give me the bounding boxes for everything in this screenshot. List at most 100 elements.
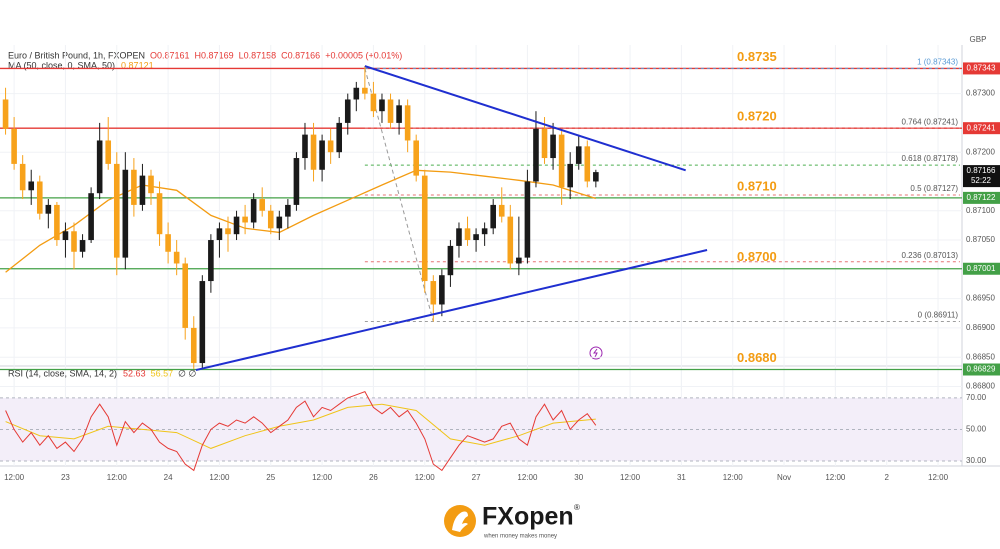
rsi-legend: RSI (14, close, SMA, 14, 2) bbox=[8, 368, 117, 378]
x-tick-label: 12:00 bbox=[4, 473, 25, 482]
last-price-label: 0.87166 bbox=[967, 166, 996, 175]
price-box-label: 0.86829 bbox=[967, 365, 996, 374]
x-tick-label: 30 bbox=[574, 473, 583, 482]
level-label: 0.8720 bbox=[737, 109, 777, 124]
candle-body bbox=[507, 216, 514, 264]
fib-label: 1 (0.87343) bbox=[917, 58, 958, 67]
fib-label: 0 (0.86911) bbox=[918, 311, 959, 320]
trendline bbox=[195, 249, 708, 372]
event-icon bbox=[589, 346, 603, 360]
candle-body bbox=[404, 105, 411, 141]
candle-body bbox=[447, 245, 454, 276]
ohlc-value: H0.87169 bbox=[195, 50, 234, 60]
candle-body bbox=[19, 163, 26, 191]
x-tick-label: 31 bbox=[677, 473, 686, 482]
candle-body bbox=[225, 228, 231, 235]
candle-body bbox=[105, 140, 112, 164]
candle-body bbox=[575, 146, 582, 164]
candle-body bbox=[156, 193, 163, 235]
price-box-label: 0.87122 bbox=[967, 193, 996, 202]
fib-trend bbox=[364, 68, 434, 322]
price-box-label: 0.87241 bbox=[967, 123, 996, 132]
ohlc-value: O0.87161 bbox=[150, 50, 190, 60]
candle-body bbox=[250, 199, 257, 223]
candle-body bbox=[54, 204, 60, 241]
candle-body bbox=[45, 204, 52, 214]
trendline bbox=[364, 65, 686, 172]
fib-label: 0.618 (0.87178) bbox=[902, 154, 959, 163]
candle-body bbox=[541, 128, 548, 159]
x-tick-label: 12:00 bbox=[517, 473, 538, 482]
candle-body bbox=[165, 234, 171, 252]
level-label: 0.8680 bbox=[737, 350, 777, 365]
x-tick-label: Nov bbox=[777, 473, 791, 482]
price-box-label: 0.87001 bbox=[967, 264, 996, 273]
price-box bbox=[963, 191, 1000, 204]
x-tick-label: 12:00 bbox=[312, 473, 333, 482]
y-tick-label: 0.87100 bbox=[966, 206, 995, 215]
price-box bbox=[963, 62, 1000, 75]
fib-label: 0.764 (0.87241) bbox=[902, 117, 959, 126]
candle-body bbox=[139, 175, 146, 205]
rsi-legend-extra: ∅ ∅ bbox=[178, 368, 196, 378]
candle-body bbox=[413, 140, 419, 176]
candle-body bbox=[242, 216, 248, 223]
candle-body bbox=[558, 134, 565, 188]
x-tick-label: 2 bbox=[884, 473, 889, 482]
rsi-tick-label: 70.00 bbox=[966, 393, 987, 402]
ma-line bbox=[5, 169, 596, 273]
candle-body bbox=[379, 99, 385, 112]
candle-body bbox=[79, 240, 86, 252]
candle-body bbox=[310, 134, 317, 170]
y-tick-label: 0.86950 bbox=[966, 294, 995, 303]
rsi-tick-label: 30.00 bbox=[966, 456, 987, 465]
level-label: 0.8700 bbox=[737, 249, 777, 264]
candle-body bbox=[148, 175, 154, 194]
candle-body bbox=[71, 231, 77, 252]
ma-legend-value: 0.87121 bbox=[121, 60, 154, 70]
candle-body bbox=[96, 140, 103, 194]
candle-body bbox=[62, 231, 69, 241]
y-tick-label: 0.87050 bbox=[966, 235, 995, 244]
logo-glyph bbox=[452, 511, 468, 532]
x-tick-label: 27 bbox=[472, 473, 481, 482]
candle-body bbox=[473, 234, 479, 241]
candle-body bbox=[302, 134, 308, 159]
price-box bbox=[963, 122, 1000, 135]
candle-body bbox=[550, 134, 556, 159]
x-tick-label: 26 bbox=[369, 473, 378, 482]
x-tick-label: 12:00 bbox=[928, 473, 949, 482]
y-tick-label: 0.86900 bbox=[966, 323, 995, 332]
ohlc-value: +0.00005 (+0.01%) bbox=[325, 50, 402, 60]
candle-body bbox=[421, 175, 428, 282]
candle-body bbox=[182, 263, 189, 328]
candle-body bbox=[396, 105, 402, 123]
candle-body bbox=[456, 228, 462, 246]
last-price-box bbox=[963, 165, 1000, 188]
candle-body bbox=[464, 228, 471, 241]
chart-title: Euro / British Pound, 1h, FXOPEN bbox=[8, 50, 145, 60]
event-circle bbox=[589, 346, 603, 360]
candle-body bbox=[113, 163, 120, 258]
candle-body bbox=[131, 169, 137, 205]
candle-body bbox=[233, 216, 240, 235]
x-tick-label: 23 bbox=[61, 473, 70, 482]
candle-body bbox=[490, 204, 496, 229]
y-tick-label: 0.87200 bbox=[966, 147, 995, 156]
rsi-legend-value: 52.63 bbox=[123, 368, 146, 378]
x-tick-label: 24 bbox=[164, 473, 173, 482]
level-label: 0.8710 bbox=[737, 178, 777, 193]
candle-body bbox=[319, 140, 325, 170]
rsi-line bbox=[5, 390, 597, 472]
countdown: 52:22 bbox=[971, 176, 992, 185]
candle-body bbox=[439, 275, 445, 305]
candle-body bbox=[2, 99, 9, 129]
rsi-ma-legend-value: 56.57 bbox=[151, 368, 174, 378]
ohlc-value: C0.87166 bbox=[281, 50, 320, 60]
x-tick-label: 12:00 bbox=[723, 473, 744, 482]
candle-body bbox=[28, 181, 35, 191]
candle-body bbox=[481, 228, 488, 235]
candle-body bbox=[208, 240, 214, 282]
candle-body bbox=[430, 281, 437, 305]
